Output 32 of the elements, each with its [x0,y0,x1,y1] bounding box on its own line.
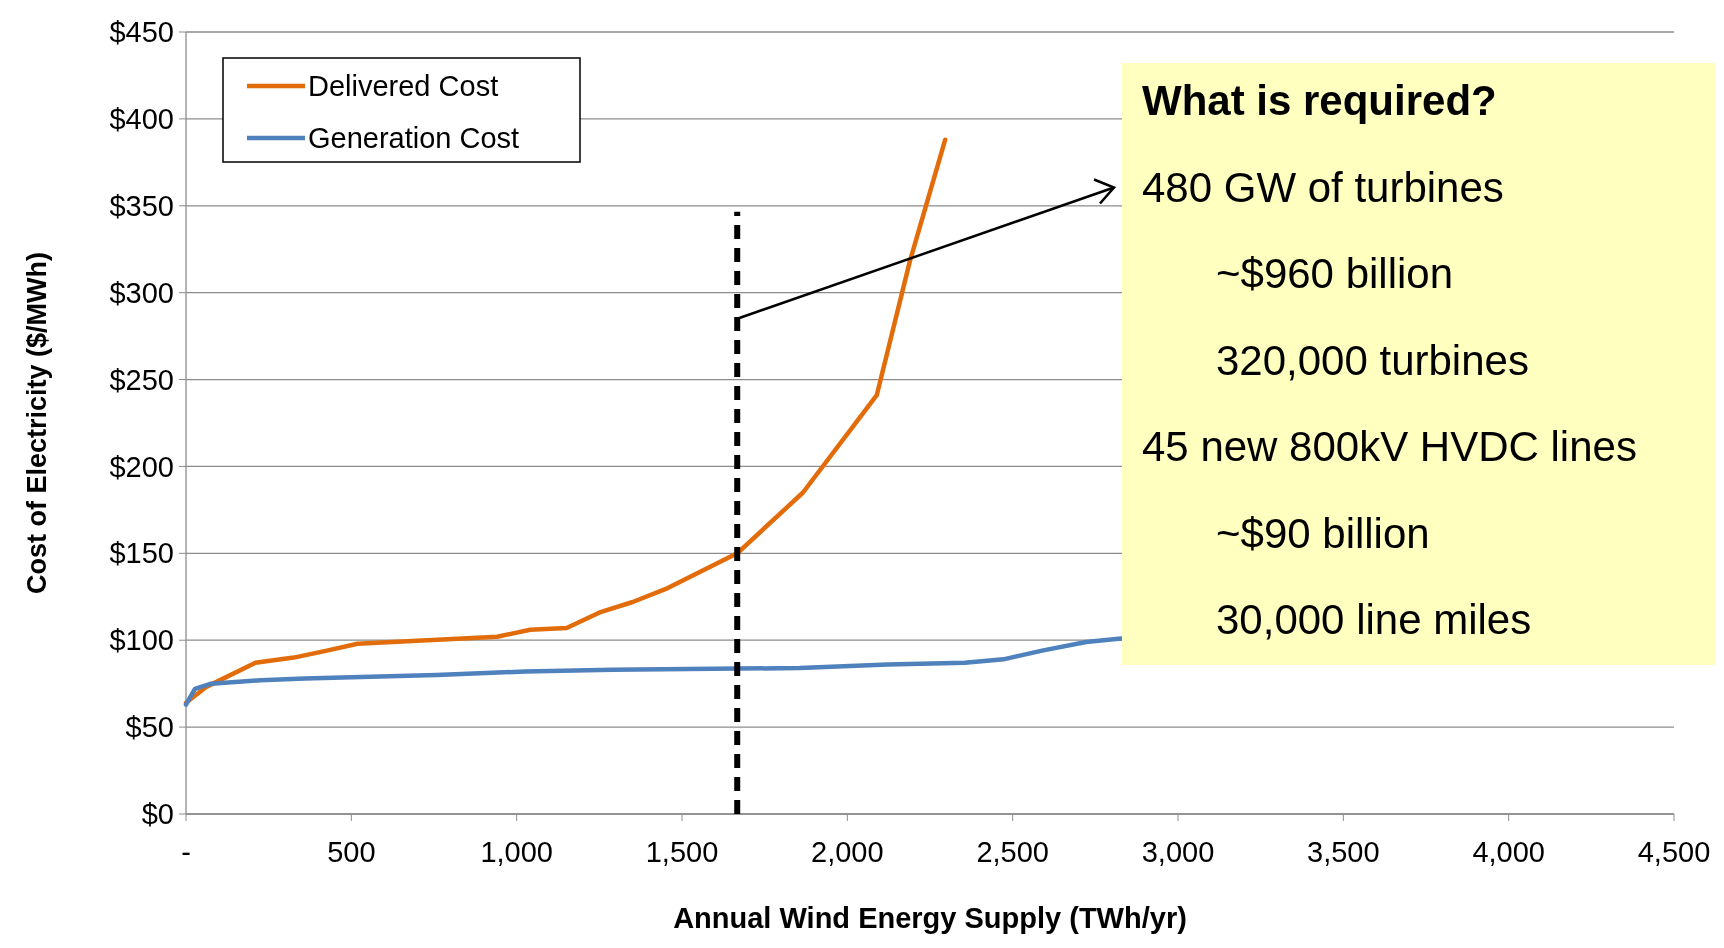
x-tick-label: 2,500 [976,836,1049,868]
x-tick-label: 3,000 [1141,836,1215,868]
y-tick-label: $200 [109,450,174,483]
annotation: What is required? [1142,77,1497,124]
y-tick-label: $350 [109,189,174,222]
legend-label: Generation Cost [308,122,520,155]
y-tick-label: $150 [109,537,174,570]
annotation: ~$90 billion [1216,509,1430,557]
x-tick-label: - [181,836,191,868]
x-tick-label: 1,000 [480,836,553,868]
annotation: 45 new 800kV HVDC lines [1142,423,1637,470]
annotation: 480 GW of turbines [1142,163,1504,211]
x-tick-label: 500 [327,836,376,868]
y-tick-label: $250 [109,363,174,396]
y-tick-label: $450 [109,16,174,49]
y-tick-label: $400 [109,103,174,136]
annotation: ~$960 billion [1216,250,1454,297]
x-tick-label: 2,000 [811,836,884,868]
y-tick-label: $0 [141,798,174,831]
x-axis-title: Annual Wind Energy Supply (TWh/yr) [673,902,1187,934]
y-axis-title: Cost of Electricity ($/MWh) [22,251,52,595]
x-tick-label: 4,000 [1472,836,1545,868]
x-tick-label: 4,500 [1637,836,1711,868]
line-series [183,636,1124,707]
y-tick-label: $300 [109,276,174,309]
x-tick-label: 3,500 [1307,836,1380,868]
y-tick-label: $100 [109,624,174,657]
legend-label: Delivered Cost [308,70,499,103]
x-tick-label: 1,500 [645,836,719,868]
annotation: 30,000 line miles [1216,596,1532,643]
y-tick-label: $50 [125,711,174,744]
annotation: 320,000 turbines [1216,336,1529,384]
